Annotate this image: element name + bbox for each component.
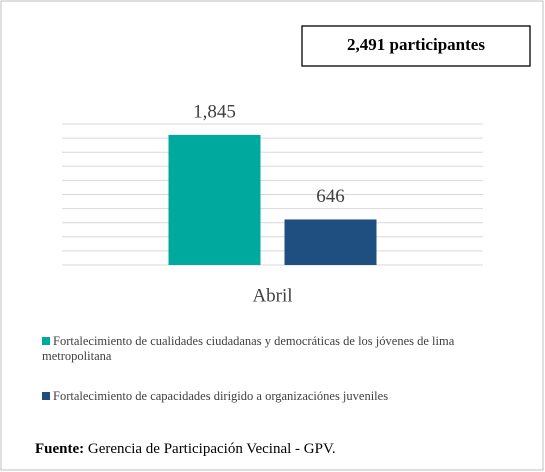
source-text: Gerencia de Participación Vecinal - GPV. — [87, 441, 336, 457]
legend-swatch — [42, 392, 50, 400]
legend-label: Fortalecimiento de capacidades dirigido … — [53, 389, 389, 403]
legend-item: Fortalecimiento de capacidades dirigido … — [42, 389, 522, 404]
x-tick-label: Abril — [252, 285, 292, 306]
source: Fuente: Gerencia de Participación Vecina… — [35, 441, 336, 458]
source-label: Fuente: — [35, 441, 85, 457]
data-label: 646 — [316, 186, 345, 207]
legend-swatch — [42, 337, 50, 345]
legend-label: Fortalecimiento de cualidades ciudadanas… — [42, 334, 455, 363]
data-label: 1,845 — [193, 101, 236, 122]
bar — [284, 219, 377, 265]
legend-item: Fortalecimiento de cualidades ciudadanas… — [42, 334, 522, 364]
bar — [168, 134, 261, 265]
annotation: 2,491 participantes — [347, 35, 485, 54]
annotation-box — [301, 25, 531, 67]
